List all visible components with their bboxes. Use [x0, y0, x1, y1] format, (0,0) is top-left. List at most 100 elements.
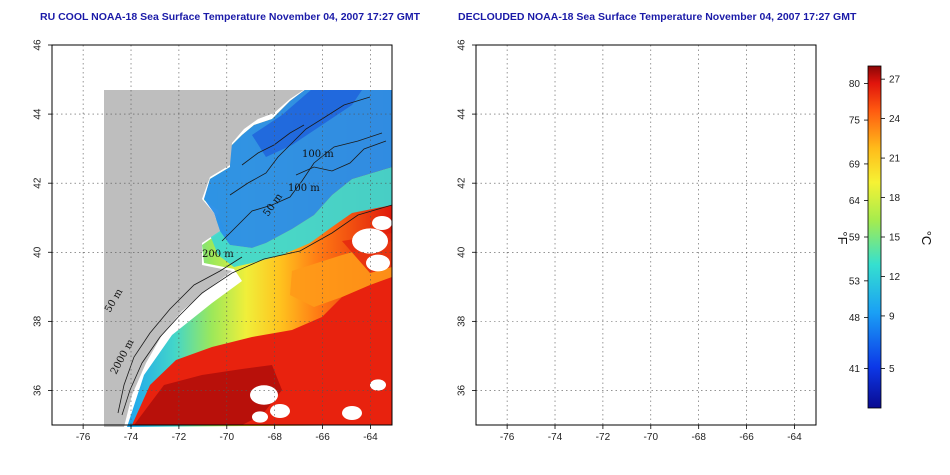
cloud-mask-patch	[742, 287, 754, 295]
contour-label: 100 m	[302, 149, 334, 160]
bathymetry-contour	[121, 204, 393, 416]
right-panel-title: DECLOUDED NOAA-18 Sea Surface Temperatur…	[458, 11, 857, 23]
gulf-of-maine-cold-water	[204, 90, 392, 248]
map-frame	[475, 44, 817, 426]
y-tick-label: 40	[33, 246, 44, 258]
chesapeake-bay	[72, 315, 96, 355]
bathymetry-contour	[546, 205, 816, 415]
gulf-stream-core	[558, 365, 706, 425]
cloud-mask-patch	[786, 323, 810, 340]
bathymetry-contour	[666, 125, 728, 165]
x-tick-label: -76	[500, 432, 515, 443]
cloud-mask-patch	[760, 304, 792, 326]
gulf-stream-core	[134, 365, 282, 425]
bathymetry-contour	[229, 96, 371, 196]
cloud-mask-patch	[796, 402, 816, 416]
cloud-mask-patch	[270, 404, 290, 418]
warm-eddy	[714, 241, 816, 307]
y-tick-label: 38	[33, 315, 44, 327]
cool-shelf-water	[210, 167, 392, 267]
x-tick-label: -74	[548, 432, 563, 443]
y-tick-label: 36	[33, 384, 44, 396]
cloud-mask-patch	[352, 228, 388, 254]
fahrenheit-tick-label: 53	[849, 276, 861, 287]
y-tick-label: 42	[33, 177, 44, 189]
x-tick-label: -72	[596, 432, 611, 443]
bathymetry-contour	[221, 132, 383, 242]
contour-label: 50 m	[529, 287, 551, 315]
land-mask	[104, 90, 304, 427]
inland-bay	[490, 273, 516, 291]
celsius-unit-label: °C	[919, 231, 934, 246]
coldest-water-patch	[676, 75, 796, 157]
cloud-mask-patch	[366, 254, 390, 272]
left-panel-title: RU COOL NOAA-18 Sea Surface Temperature …	[40, 11, 421, 23]
coldest-water-patch	[252, 90, 362, 157]
inland-lake	[572, 63, 584, 75]
x-tick-label: -70	[220, 432, 235, 443]
fahrenheit-tick-label: 41	[849, 364, 861, 375]
chesapeake-bay	[496, 315, 520, 355]
x-tick-label: -64	[363, 432, 378, 443]
fahrenheit-tick-label: 64	[849, 196, 861, 207]
celsius-tick-label: 9	[889, 311, 895, 322]
warm-water-field	[551, 65, 816, 427]
celsius-tick-label: 21	[889, 154, 901, 165]
x-tick-label: -74	[124, 432, 139, 443]
bathymetry-contour	[720, 141, 810, 175]
bathymetry-contour	[654, 97, 794, 195]
y-tick-label: 40	[457, 246, 468, 258]
sound	[88, 361, 102, 389]
y-tick-label: 44	[33, 108, 44, 120]
x-tick-label: -70	[644, 432, 659, 443]
cloud-mask-patch	[250, 385, 278, 405]
grid-lines	[52, 44, 392, 425]
y-tick-label: 46	[33, 39, 44, 51]
x-tick-label: -76	[76, 432, 91, 443]
fahrenheit-unit-label: °F	[835, 231, 850, 244]
contour-label: 50 m	[689, 191, 713, 219]
bathymetry-contour	[295, 140, 387, 176]
cloud-mask-patch	[778, 362, 814, 387]
fahrenheit-tick-label: 80	[849, 79, 861, 90]
x-tick-label: -66	[315, 432, 330, 443]
contour-label: 2000 m	[535, 337, 563, 376]
celsius-tick-label: 5	[889, 364, 895, 375]
contour-label: 100 m	[288, 183, 320, 194]
y-tick-label: 46	[457, 39, 468, 51]
cloud-mask-patch	[252, 411, 268, 423]
gulf-stream-warm-water	[556, 277, 816, 425]
x-tick-label: -66	[739, 432, 754, 443]
celsius-tick-label: 24	[889, 114, 901, 125]
bathymetry-contour	[542, 257, 666, 413]
temperature-colorbar: 27 80 24 75 21 69 18 64 15 59 12 53 9 48 5 41 °F °C	[835, 65, 934, 409]
celsius-tick-label: 15	[889, 233, 901, 244]
contour-label: 100 m	[714, 183, 746, 194]
cloud-mask-patch	[798, 224, 818, 238]
cloud-mask-patch	[770, 189, 786, 200]
cloud-mask-patch	[718, 417, 734, 428]
fahrenheit-tick-label: 59	[849, 233, 861, 244]
inland-bay	[66, 273, 92, 291]
bathymetry-contour	[241, 124, 305, 166]
x-tick-label: -64	[787, 432, 802, 443]
cloud-mask-patch	[342, 406, 362, 420]
y-tick-label: 44	[457, 108, 468, 120]
map-frame	[51, 44, 393, 426]
contour-label: 100 m	[726, 149, 758, 160]
land-mask	[476, 45, 816, 427]
x-tick-label: -72	[172, 432, 187, 443]
y-tick-label: 38	[457, 315, 468, 327]
colorbar-gradient	[867, 65, 882, 409]
x-tick-label: -68	[691, 432, 706, 443]
cloud-mask-patch	[720, 297, 736, 308]
y-tick-label: 36	[457, 384, 468, 396]
warm-core-ring	[766, 233, 816, 273]
inland-lake	[148, 63, 160, 75]
cloud-mask-patch	[724, 385, 752, 405]
celsius-tick-label: 12	[889, 272, 901, 283]
